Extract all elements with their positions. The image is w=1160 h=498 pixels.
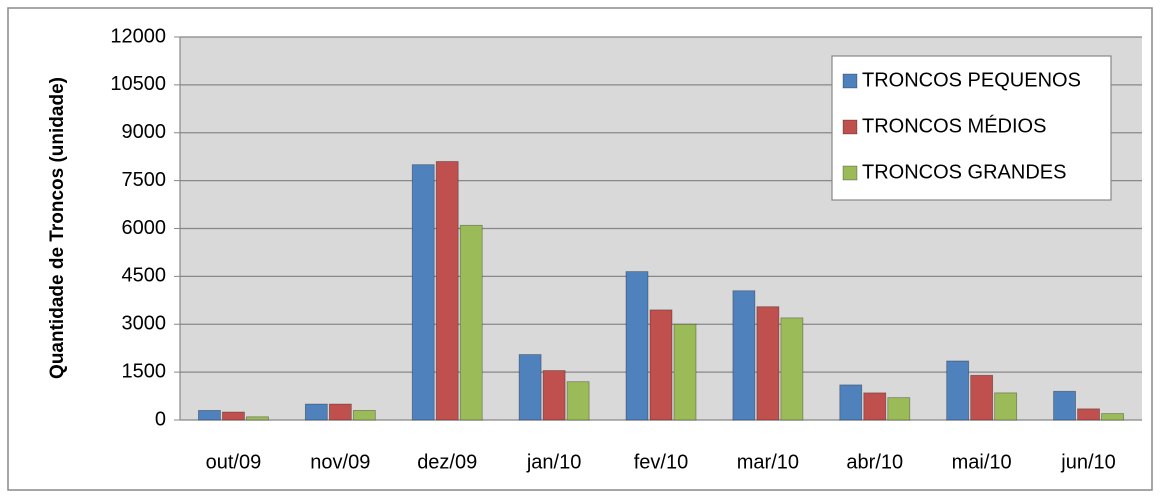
bar xyxy=(1101,413,1124,421)
x-tick-label: dez/09 xyxy=(417,451,477,473)
bar xyxy=(518,354,542,421)
y-tick-label: 0 xyxy=(155,408,166,430)
bar xyxy=(994,392,1018,421)
x-tick-label: jan/10 xyxy=(526,451,582,473)
bar xyxy=(863,392,887,421)
bar xyxy=(304,403,328,421)
x-tick-label: abr/10 xyxy=(846,451,903,473)
bar xyxy=(673,323,697,421)
bar xyxy=(435,161,459,421)
y-tick-label: 4500 xyxy=(122,265,167,287)
bar xyxy=(756,306,780,421)
x-tick-label: nov/09 xyxy=(310,451,370,473)
bar xyxy=(780,317,804,421)
bar xyxy=(839,384,863,421)
bar xyxy=(542,370,566,421)
legend-swatch xyxy=(842,165,858,181)
legend-label: TRONCOS GRANDES xyxy=(862,161,1066,183)
x-tick-label: out/09 xyxy=(206,451,262,473)
bar xyxy=(198,410,221,421)
bar xyxy=(411,164,435,421)
legend-swatch xyxy=(842,119,858,135)
bar xyxy=(459,224,483,421)
bar xyxy=(1053,390,1076,421)
x-tick-label: mai/10 xyxy=(952,451,1012,473)
bar xyxy=(222,411,245,421)
y-tick-label: 1500 xyxy=(122,360,167,382)
bar xyxy=(1077,408,1100,421)
y-tick-label: 3000 xyxy=(122,313,167,335)
bar xyxy=(352,410,376,421)
y-tick-label: 12000 xyxy=(110,25,166,47)
bar xyxy=(625,271,649,421)
legend-swatch xyxy=(842,73,858,89)
bar xyxy=(566,381,590,421)
bar xyxy=(649,309,673,421)
bar xyxy=(970,374,994,421)
y-tick-label: 10500 xyxy=(110,73,166,95)
y-tick-label: 9000 xyxy=(122,121,167,143)
y-axis-label: Quantidade de Troncos (unidade) xyxy=(47,77,68,379)
bar xyxy=(887,397,911,421)
legend-label: TRONCOS MÉDIOS xyxy=(862,114,1046,137)
x-tick-label: fev/10 xyxy=(634,451,688,473)
bar xyxy=(328,403,352,421)
x-tick-label: jun/10 xyxy=(1060,451,1116,473)
bar xyxy=(732,290,756,421)
x-tick-label: mar/10 xyxy=(737,451,799,473)
y-tick-label: 6000 xyxy=(122,217,167,239)
bar xyxy=(246,416,269,421)
legend-box xyxy=(831,55,1112,201)
y-tick-label: 7500 xyxy=(122,169,167,191)
bar xyxy=(946,360,970,421)
legend-label: TRONCOS PEQUENOS xyxy=(862,69,1081,91)
